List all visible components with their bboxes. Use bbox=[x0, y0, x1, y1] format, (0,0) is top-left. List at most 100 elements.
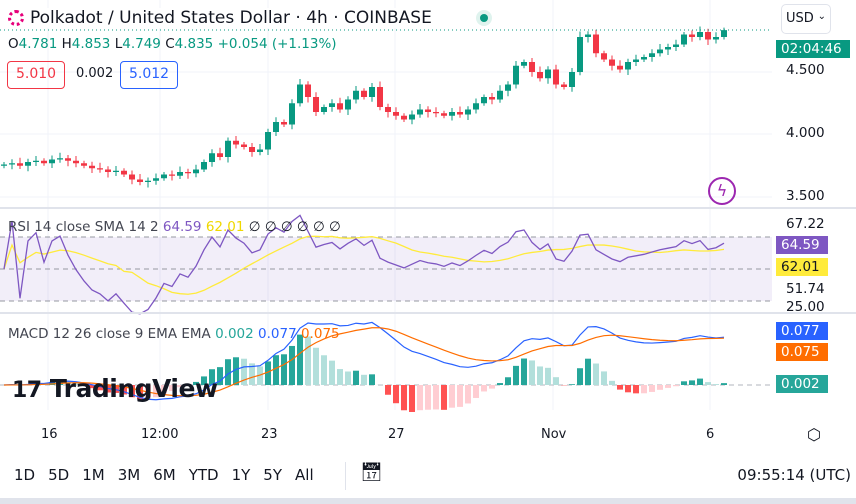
candle-body bbox=[465, 109, 471, 115]
candle-body bbox=[313, 97, 319, 112]
macd-histogram-bar bbox=[329, 360, 335, 385]
macd-histogram-bar bbox=[593, 363, 599, 385]
candle-body bbox=[521, 62, 527, 66]
macd-histogram-bar bbox=[353, 370, 359, 385]
time-label: 6 bbox=[706, 427, 715, 442]
clock[interactable]: 09:55:14 (UTC) bbox=[737, 466, 851, 484]
candle-body bbox=[137, 179, 143, 182]
rsi-tag: 64.59 bbox=[776, 236, 828, 254]
tv-logo-icon: 𝟭𝟳 bbox=[12, 378, 42, 403]
candle-body bbox=[153, 178, 159, 181]
macd-histogram-bar bbox=[473, 385, 479, 398]
macd-histogram-bar bbox=[513, 365, 519, 385]
sell-button[interactable]: 5.010 bbox=[7, 61, 66, 89]
macd-histogram-bar bbox=[625, 385, 631, 393]
time-label: 16 bbox=[41, 427, 58, 442]
candle-body bbox=[665, 47, 671, 50]
low-label: L bbox=[114, 36, 123, 52]
candles bbox=[1, 26, 727, 188]
macd-plot bbox=[3, 321, 727, 412]
candle-body bbox=[345, 99, 351, 110]
market-status-icon[interactable] bbox=[476, 10, 492, 26]
tradingview-logo[interactable]: 𝟭𝟳 TradingView bbox=[12, 374, 218, 403]
range-5y[interactable]: 5Y bbox=[263, 466, 283, 484]
candle-body bbox=[713, 37, 719, 40]
macd-histogram-bar bbox=[169, 385, 175, 392]
symbol-label: Polkadot / United States Dollar · 4h · C… bbox=[30, 8, 432, 28]
high-label: H bbox=[61, 36, 72, 52]
macd-histogram-bar bbox=[89, 385, 95, 389]
macd-legend[interactable]: MACD 12 26 close 9 EMA EMA 0.002 0.077 0… bbox=[8, 326, 340, 342]
candle-body bbox=[361, 90, 367, 97]
candle-body bbox=[409, 114, 415, 120]
macd-histogram-bar bbox=[161, 385, 167, 394]
macd-histogram-bar bbox=[297, 334, 303, 385]
candle-body bbox=[265, 132, 271, 150]
rsi-plot bbox=[3, 214, 725, 315]
lightning-icon[interactable]: ϟ bbox=[708, 177, 736, 205]
grid bbox=[0, 0, 772, 410]
bid-price: 5.010 bbox=[16, 66, 57, 82]
macd-histogram-bar bbox=[345, 371, 351, 385]
macd-histogram-bar bbox=[425, 385, 431, 410]
price-label: 4.000 bbox=[786, 125, 825, 141]
range-1m[interactable]: 1M bbox=[82, 466, 105, 484]
candle-body bbox=[305, 84, 311, 97]
macd-histogram-bar bbox=[337, 369, 343, 385]
range-selector: 1D 5D 1M 3M 6M YTD 1Y 5Y All bbox=[14, 466, 314, 484]
settings-icon[interactable]: ⬡ bbox=[807, 425, 821, 444]
macd-histogram-bar bbox=[177, 385, 183, 388]
candle-body bbox=[697, 32, 703, 37]
range-5d[interactable]: 5D bbox=[48, 466, 70, 484]
candle-body bbox=[601, 53, 607, 60]
time-label: 27 bbox=[388, 427, 405, 442]
rsi-legend[interactable]: RSI 14 close SMA 14 2 64.59 62.01 ∅ ∅ ∅ … bbox=[8, 219, 341, 235]
range-1y[interactable]: 1Y bbox=[231, 466, 251, 484]
candle-body bbox=[689, 34, 695, 37]
macd-histogram-bar bbox=[441, 385, 447, 410]
candle-body bbox=[657, 49, 663, 54]
candle-body bbox=[553, 69, 559, 85]
candle-body bbox=[369, 87, 375, 97]
price-label: 3.500 bbox=[786, 188, 825, 204]
macd-histogram-bar bbox=[585, 358, 591, 385]
candle-body bbox=[681, 34, 687, 45]
candle-body bbox=[625, 62, 631, 70]
macd-line bbox=[3, 321, 725, 401]
macd-histogram-bar bbox=[609, 380, 615, 385]
time-label: 12:00 bbox=[141, 427, 179, 442]
macd-histogram-bar bbox=[537, 366, 543, 385]
macd-histogram-bar bbox=[313, 347, 319, 385]
candle-body bbox=[585, 34, 591, 37]
candle-body bbox=[17, 163, 23, 166]
macd-signal-value: 0.075 bbox=[300, 326, 340, 342]
macd-histogram-bar bbox=[601, 371, 607, 385]
macd-histogram-bar bbox=[649, 385, 655, 392]
macd-tag: 0.077 bbox=[776, 322, 828, 340]
macd-histogram-bar bbox=[641, 385, 647, 394]
candle-body bbox=[113, 170, 119, 172]
candle-body bbox=[321, 107, 327, 112]
candle-body bbox=[457, 112, 463, 115]
change-value: +0.054 (+1.13%) bbox=[217, 36, 337, 52]
spread-value: 0.002 bbox=[76, 66, 114, 81]
candle-body bbox=[177, 172, 183, 176]
chevron-down-icon: ⌄ bbox=[817, 11, 826, 22]
range-ytd[interactable]: YTD bbox=[188, 466, 219, 484]
symbol-title[interactable]: Polkadot / United States Dollar · 4h · C… bbox=[8, 8, 436, 28]
buy-button[interactable]: 5.012 bbox=[120, 61, 179, 89]
candle-body bbox=[497, 90, 503, 100]
range-6m[interactable]: 6M bbox=[153, 466, 176, 484]
time-label: 23 bbox=[261, 427, 278, 442]
candle-body bbox=[633, 59, 639, 62]
candle-body bbox=[193, 169, 199, 174]
candle-body bbox=[433, 112, 439, 114]
currency-select[interactable]: USD ⌄ bbox=[781, 4, 831, 34]
range-all[interactable]: All bbox=[295, 466, 314, 484]
currency-value: USD bbox=[786, 11, 814, 26]
calendar-goto-icon[interactable]: 📅︎ bbox=[360, 462, 383, 483]
macd-histogram-bar bbox=[241, 358, 247, 385]
range-1d[interactable]: 1D bbox=[14, 466, 36, 484]
range-3m[interactable]: 3M bbox=[117, 466, 141, 484]
